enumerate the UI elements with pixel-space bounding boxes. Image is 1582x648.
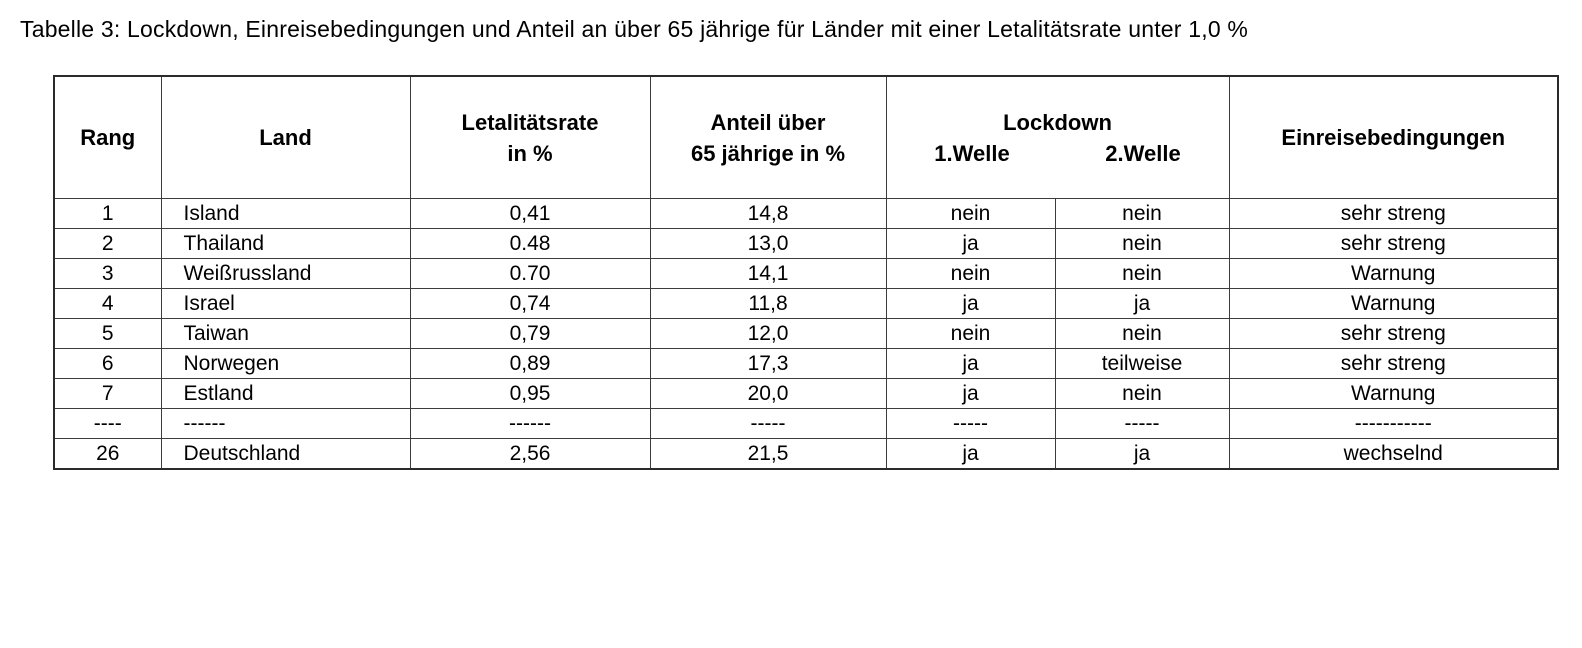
cell-rang: 7 [53, 378, 162, 409]
cell-anteil: 14,1 [649, 258, 887, 289]
cell-rang: 4 [53, 288, 162, 319]
table-row: 5 Taiwan 0,79 12,0 nein nein sehr streng [53, 318, 1559, 349]
cell-land: Taiwan [160, 318, 411, 349]
table-caption: Tabelle 3: Lockdown, Einreisebedingungen… [20, 16, 1249, 42]
cell-welle2: nein [1054, 198, 1230, 229]
cell-land: Deutschland [160, 438, 411, 470]
column-header-anteil-line1: Anteil über [710, 109, 826, 135]
cell-land: Israel [160, 288, 411, 319]
cell-letalitaetsrate: 0,41 [409, 198, 651, 229]
column-header-anteil: Anteil über 65 jährige in % [649, 75, 887, 199]
cell-anteil: 14,8 [649, 198, 887, 229]
column-header-lockdown: Lockdown 1.Welle 2.Welle [885, 75, 1230, 199]
column-header-land: Land [160, 75, 411, 199]
cell-welle1: ja [885, 288, 1056, 319]
cell-welle2: nein [1054, 378, 1230, 409]
cell-einreise: Warnung [1228, 378, 1559, 409]
cell-land: Island [160, 198, 411, 229]
cell-welle1: ja [885, 228, 1056, 259]
cell-rang: ---- [53, 408, 162, 439]
column-header-lockdown-label: Lockdown [1003, 109, 1112, 135]
column-header-rang: Rang [53, 75, 162, 199]
cell-welle2: nein [1054, 258, 1230, 289]
cell-einreise: ----------- [1228, 408, 1559, 439]
cell-welle2: nein [1054, 318, 1230, 349]
cell-land: Weißrussland [160, 258, 411, 289]
column-header-einreisebedingungen: Einreisebedingungen [1228, 75, 1559, 199]
cell-land: Thailand [160, 228, 411, 259]
cell-anteil: 17,3 [649, 348, 887, 379]
table-row: 26 Deutschland 2,56 21,5 ja ja wechselnd [53, 438, 1559, 470]
cell-einreise: Warnung [1228, 288, 1559, 319]
table-row: 7 Estland 0,95 20,0 ja nein Warnung [53, 378, 1559, 409]
cell-rang: 3 [53, 258, 162, 289]
cell-einreise: Warnung [1228, 258, 1559, 289]
cell-land: Estland [160, 378, 411, 409]
table-row: 6 Norwegen 0,89 17,3 ja teilweise sehr s… [53, 348, 1559, 379]
table-row: 3 Weißrussland 0.70 14,1 nein nein Warnu… [53, 258, 1559, 289]
cell-einreise: sehr streng [1228, 318, 1559, 349]
cell-welle1: ja [885, 348, 1056, 379]
table-row: 2 Thailand 0.48 13,0 ja nein sehr streng [53, 228, 1559, 259]
cell-welle1: nein [885, 198, 1056, 229]
cell-letalitaetsrate: 0,89 [409, 348, 651, 379]
cell-welle1: ja [885, 438, 1056, 470]
cell-rang: 5 [53, 318, 162, 349]
cell-land: Norwegen [160, 348, 411, 379]
cell-welle2: teilweise [1054, 348, 1230, 379]
cell-letalitaetsrate: 0,95 [409, 378, 651, 409]
table-row-separator: ---- ------ ------ ----- ----- ----- ---… [53, 408, 1559, 439]
cell-rang: 26 [53, 438, 162, 470]
cell-einreise: wechselnd [1228, 438, 1559, 470]
cell-rang: 2 [53, 228, 162, 259]
cell-rang: 1 [53, 198, 162, 229]
column-header-welle1: 1.Welle [934, 140, 1010, 166]
table-row: 4 Israel 0,74 11,8 ja ja Warnung [53, 288, 1559, 319]
column-header-letalitaetsrate-line1: Letalitätsrate [461, 109, 599, 135]
cell-letalitaetsrate: 0,79 [409, 318, 651, 349]
cell-welle2: ja [1054, 438, 1230, 470]
column-header-anteil-line2: 65 jährige in % [690, 140, 846, 166]
cell-welle2: nein [1054, 228, 1230, 259]
cell-anteil: 13,0 [649, 228, 887, 259]
cell-rang: 6 [53, 348, 162, 379]
header-row: Rang Land Letalitätsrate in % Anteil übe… [53, 75, 1559, 199]
cell-welle2: ----- [1054, 408, 1230, 439]
cell-welle2: ja [1054, 288, 1230, 319]
cell-einreise: sehr streng [1228, 228, 1559, 259]
table-row: 1 Island 0,41 14,8 nein nein sehr streng [53, 198, 1559, 229]
column-header-letalitaetsrate-line2: in % [507, 140, 553, 166]
cell-letalitaetsrate: 2,56 [409, 438, 651, 470]
cell-anteil: ----- [649, 408, 887, 439]
column-header-letalitaetsrate: Letalitätsrate in % [409, 75, 651, 199]
cell-welle1: ----- [885, 408, 1056, 439]
cell-anteil: 21,5 [649, 438, 887, 470]
cell-letalitaetsrate: 0,74 [409, 288, 651, 319]
column-header-welle2: 2.Welle [1105, 140, 1181, 166]
cell-einreise: sehr streng [1228, 348, 1559, 379]
cell-land: ------ [160, 408, 411, 439]
cell-letalitaetsrate: 0.70 [409, 258, 651, 289]
cell-anteil: 20,0 [649, 378, 887, 409]
cell-anteil: 11,8 [649, 288, 887, 319]
lockdown-subheaders: 1.Welle 2.Welle [887, 138, 1228, 169]
cell-welle1: ja [885, 378, 1056, 409]
cell-welle1: nein [885, 318, 1056, 349]
cell-letalitaetsrate: 0.48 [409, 228, 651, 259]
data-table: Rang Land Letalitätsrate in % Anteil übe… [53, 75, 1559, 470]
cell-welle1: nein [885, 258, 1056, 289]
cell-einreise: sehr streng [1228, 198, 1559, 229]
cell-anteil: 12,0 [649, 318, 887, 349]
cell-letalitaetsrate: ------ [409, 408, 651, 439]
